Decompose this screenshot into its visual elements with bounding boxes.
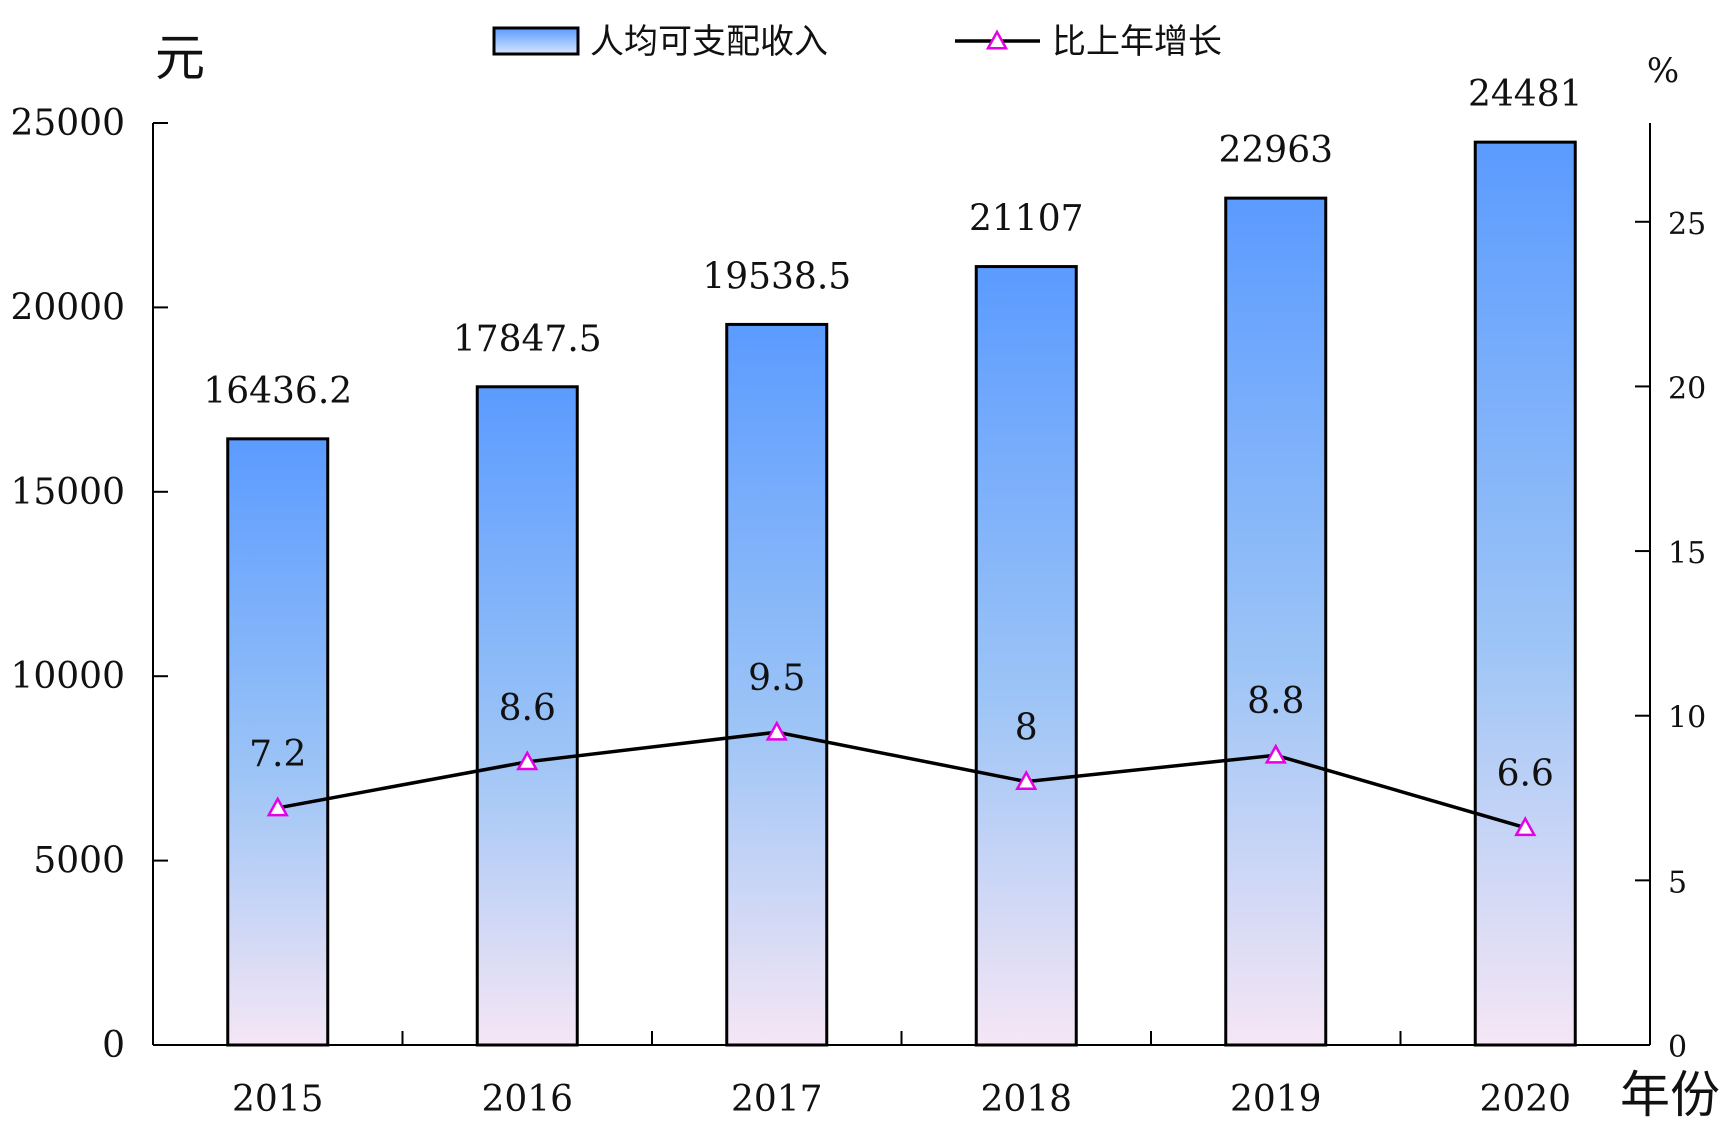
left-tick-label: 20000 [10,287,125,328]
left-tick-label: 10000 [10,656,125,697]
labels-layer: 16436.2 17847.5 19538.5 21107 22963 24481 7.2 8… [203,74,1582,795]
right-axis-unit: % [1647,51,1679,91]
growth-line [277,730,1526,830]
x-tick-label-2017: 2017 [731,1079,823,1120]
growth-line-layer [266,720,1537,837]
growth-marker-2018 [1015,769,1038,791]
right-tick-label: 25 [1668,207,1706,242]
bar-value-label-2018: 21107 [969,199,1084,240]
legend-line-label: 比上年增长 [1052,22,1222,62]
bar-value-label-2020: 24481 [1468,74,1583,115]
x-tick-label-2018: 2018 [980,1079,1072,1120]
right-tick-label: 10 [1668,701,1706,736]
bar-value-label-2019: 22963 [1218,130,1333,171]
growth-value-label-2015: 7.2 [249,734,306,775]
left-tick-label: 15000 [10,472,125,513]
bar-2020 [1473,140,1577,1047]
growth-marker-2017 [765,720,788,741]
bar-value-label-2015: 16436.2 [203,371,352,412]
axes-layer: 0 5000 10000 15000 20000 25000 0 5 10 15 20 25 2015 2… [10,29,1720,1124]
left-tick-label: 0 [102,1025,125,1066]
growth-marker-2019 [1264,743,1287,764]
legend: 人均可支配收入 比上年增长 [492,22,1222,62]
right-tick-label: 0 [1668,1030,1687,1065]
growth-marker-2015 [266,796,289,817]
x-tick-label-2016: 2016 [481,1079,573,1120]
legend-marker-icon [985,29,1009,50]
right-tick-label: 20 [1668,371,1706,406]
growth-value-label-2018: 8 [1015,708,1038,749]
growth-value-label-2017: 9.5 [748,658,805,699]
bars-layer [226,140,1577,1047]
left-axis-unit: 元 [155,29,205,87]
bar-2016 [475,385,579,1047]
left-tick-label: 5000 [33,841,125,882]
x-axis-title: 年份 [1620,1066,1720,1124]
x-tick-label-2015: 2015 [232,1079,324,1120]
growth-marker-2020 [1514,816,1537,837]
bar-2017 [725,322,829,1047]
growth-value-label-2019: 8.8 [1247,681,1304,722]
right-tick-label: 15 [1668,536,1706,571]
growth-value-label-2016: 8.6 [499,688,556,729]
bar-2018 [974,265,1078,1047]
bar-2015 [226,437,330,1047]
legend-bar-swatch [492,26,580,56]
legend-bar-label: 人均可支配收入 [590,22,828,62]
x-tick-label-2020: 2020 [1479,1079,1571,1120]
x-tick-label-2019: 2019 [1230,1079,1322,1120]
left-tick-label: 25000 [10,103,125,144]
growth-marker-2016 [516,750,539,771]
bar-value-label-2016: 17847.5 [453,319,602,360]
growth-value-label-2020: 6.6 [1497,754,1554,795]
right-tick-label: 5 [1668,865,1687,900]
bar-2019 [1224,196,1328,1047]
bar-value-label-2017: 19538.5 [702,256,851,297]
